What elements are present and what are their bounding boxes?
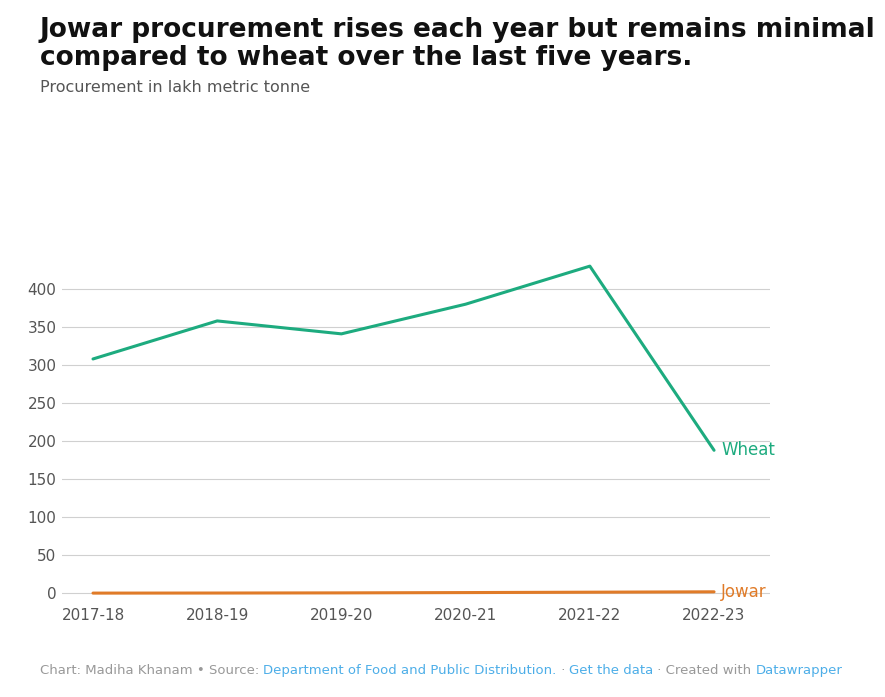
Text: Jowar procurement rises each year but remains minimal: Jowar procurement rises each year but re…: [40, 17, 875, 43]
Text: Wheat: Wheat: [721, 441, 775, 459]
Text: Datawrapper: Datawrapper: [756, 664, 843, 677]
Text: ·: ·: [557, 664, 569, 677]
Text: Get the data: Get the data: [569, 664, 653, 677]
Text: Procurement in lakh metric tonne: Procurement in lakh metric tonne: [40, 80, 310, 95]
Text: Department of Food and Public Distribution.: Department of Food and Public Distributi…: [264, 664, 557, 677]
Text: Chart: Madiha Khanam • Source:: Chart: Madiha Khanam • Source:: [40, 664, 264, 677]
Text: · Created with: · Created with: [653, 664, 756, 677]
Text: Jowar: Jowar: [721, 583, 766, 601]
Text: compared to wheat over the last five years.: compared to wheat over the last five yea…: [40, 45, 692, 71]
